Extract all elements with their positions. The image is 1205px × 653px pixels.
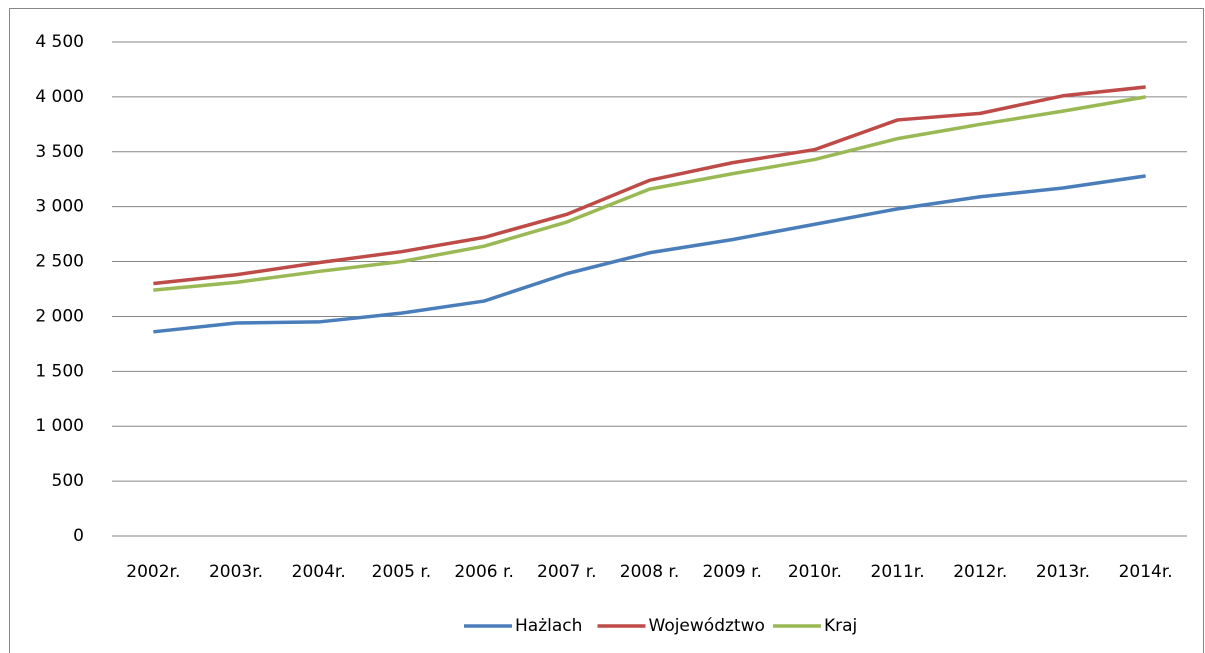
x-tick-label: 2011r. (871, 562, 925, 582)
x-tick-label: 2006 r. (454, 562, 514, 582)
y-tick-label: 0 (73, 526, 84, 546)
x-tick-label: 2003r. (209, 562, 263, 582)
y-tick-label: 2 500 (35, 252, 84, 272)
y-tick-label: 4 500 (35, 32, 84, 52)
x-tick-label: 2002r. (126, 562, 180, 582)
x-tick-label: 2005 r. (372, 562, 432, 582)
series-line (153, 174, 1146, 334)
y-tick-label: 2 000 (35, 306, 84, 326)
y-tick-label: 1 000 (35, 416, 84, 436)
x-tick-label: 2004r. (292, 562, 346, 582)
legend-label: Województwo (649, 616, 765, 636)
y-tick-label: 1 500 (35, 361, 84, 381)
y-tick-label: 3 000 (35, 197, 84, 217)
x-tick-label: 2009 r. (702, 562, 762, 582)
x-tick-label: 2007 r. (537, 562, 597, 582)
y-tick-label: 4 000 (35, 87, 84, 107)
x-tick-label: 2012r. (953, 562, 1007, 582)
x-tick-label: 2013r. (1036, 562, 1090, 582)
series-line (153, 85, 1146, 286)
legend-label: Hażlach (515, 616, 582, 636)
x-tick-label: 2010r. (788, 562, 842, 582)
y-tick-label: 500 (52, 471, 84, 491)
series-line (153, 95, 1146, 292)
x-tick-label: 2008 r. (620, 562, 680, 582)
y-tick-label: 3 500 (35, 142, 84, 162)
legend-label: Kraj (824, 616, 857, 636)
x-tick-label: 2014r. (1119, 562, 1173, 582)
chart-frame (9, 8, 1204, 653)
